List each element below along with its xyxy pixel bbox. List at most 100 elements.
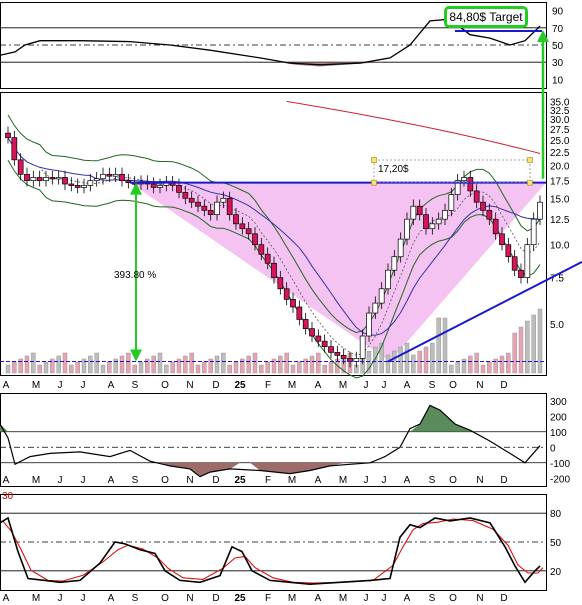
stoch-x-tick-label: O	[161, 593, 169, 604]
volume-bar	[240, 358, 245, 374]
stoch-x-tick-label: D	[212, 593, 219, 604]
price-x-tick-label: M	[339, 380, 347, 391]
candle-body	[55, 177, 62, 180]
volume-bar	[316, 352, 321, 374]
support-trendline	[387, 261, 582, 363]
candle-body	[150, 183, 157, 188]
volume-bar	[455, 361, 460, 374]
price-x-tick-label: J	[81, 380, 86, 391]
cci-tick-label: 0	[550, 443, 556, 454]
measure-handle	[527, 179, 533, 186]
price-tick-label: 20.0	[550, 161, 570, 172]
stoch-tick-label: 20	[550, 567, 562, 578]
cci-x-tick-label: A	[404, 475, 411, 486]
top-tick-label: 30	[552, 58, 564, 69]
candle-body	[499, 233, 505, 246]
cci-x-tick-label: A	[108, 475, 115, 486]
price-x-tick-label: N	[186, 380, 193, 391]
candle-body	[176, 184, 182, 193]
volume-bar	[322, 364, 327, 374]
candle-body	[423, 214, 429, 230]
stoch-x-tick-label: A	[108, 593, 115, 604]
stoch-x-tick-label: M	[32, 593, 40, 604]
volume-bar	[309, 355, 315, 374]
volume-bar	[214, 355, 220, 374]
price-tick-label: 7.5	[550, 274, 564, 285]
candle-body	[271, 262, 277, 278]
volume-bar	[208, 358, 213, 374]
candle-body	[416, 205, 423, 216]
cci-panel-frame	[0, 393, 547, 487]
volume-bar	[537, 308, 543, 374]
cci-x-tick-label: J	[58, 475, 63, 486]
candle-body	[112, 173, 119, 177]
cci-tick-label: -200	[550, 474, 570, 485]
stoch-x-tick-label: J	[81, 593, 86, 604]
candle-body	[11, 137, 18, 161]
cci-oversold-fill-a	[160, 462, 240, 477]
price-x-tick-label: S	[429, 380, 436, 391]
price-x-tick-label: O	[161, 380, 169, 391]
volume-bar	[12, 361, 17, 374]
candle-body	[93, 178, 100, 182]
price-x-tick-label: F	[265, 380, 271, 391]
candle-body	[106, 173, 113, 177]
volume-bar	[100, 364, 106, 374]
volume-bar	[499, 355, 505, 374]
cci-tick-label: 300	[550, 397, 567, 408]
stoch-tick-label: 50	[550, 538, 562, 549]
volume-bar	[176, 358, 182, 374]
candle-body	[473, 190, 480, 203]
volume-bar	[373, 346, 378, 374]
price-tick-label: 25.0	[550, 136, 570, 147]
candle-body	[157, 184, 163, 188]
stochastic-panel-frame	[0, 494, 547, 591]
volume-bar	[227, 364, 232, 374]
volume-bar	[43, 361, 49, 374]
stoch-x-tick-label: A	[3, 593, 10, 604]
volume-bar	[303, 358, 308, 374]
stoch-x-tick-label: S	[429, 593, 436, 604]
volume-bar	[37, 364, 42, 374]
volume-bar	[506, 352, 511, 374]
stoch-tick-label: 80	[550, 509, 562, 520]
stoch-x-tick-label: F	[265, 593, 271, 604]
volume-bar	[493, 358, 498, 374]
volume-bar	[436, 317, 441, 374]
candle-body	[100, 173, 106, 180]
ma-short-line	[7, 137, 541, 356]
volume-bar	[233, 361, 239, 374]
volume-bar	[75, 361, 80, 374]
volume-bar	[62, 352, 68, 374]
stoch-x-tick-label: J	[364, 593, 369, 604]
candle-body	[340, 354, 347, 359]
volume-bar	[221, 352, 226, 374]
volume-bar	[119, 355, 125, 374]
cci-x-tick-label: M	[32, 475, 40, 486]
volume-bar	[461, 358, 467, 374]
stoch-x-tick-label: A	[315, 593, 322, 604]
candle-body	[435, 218, 442, 225]
candle-body	[537, 201, 543, 220]
price-x-tick-label: S	[132, 380, 139, 391]
candle-body	[182, 192, 189, 199]
percent-label: 393.80 %	[114, 270, 156, 281]
candle-body	[74, 184, 81, 188]
stochastic-panel: 80 50 20 A M J J A S O N D 25 F M A M J J A S O N D	[0, 494, 562, 604]
price-x-tick-label: A	[404, 380, 411, 391]
volume-bar	[24, 355, 30, 374]
candle-body	[321, 340, 328, 348]
candle-body	[302, 319, 309, 329]
price-tick-label: 5.0	[550, 320, 564, 331]
cci-x-tick-label: J	[81, 475, 86, 486]
candle-body	[391, 256, 398, 271]
price-tick-label: 27.5	[550, 125, 570, 136]
price-x-tick-label: J	[58, 380, 63, 391]
top-panel-frame	[0, 2, 547, 89]
volume-bar	[151, 355, 156, 374]
volume-bar	[512, 332, 517, 374]
volume-bar	[69, 364, 74, 374]
volume-bar	[398, 346, 403, 374]
candle-body	[385, 269, 391, 290]
